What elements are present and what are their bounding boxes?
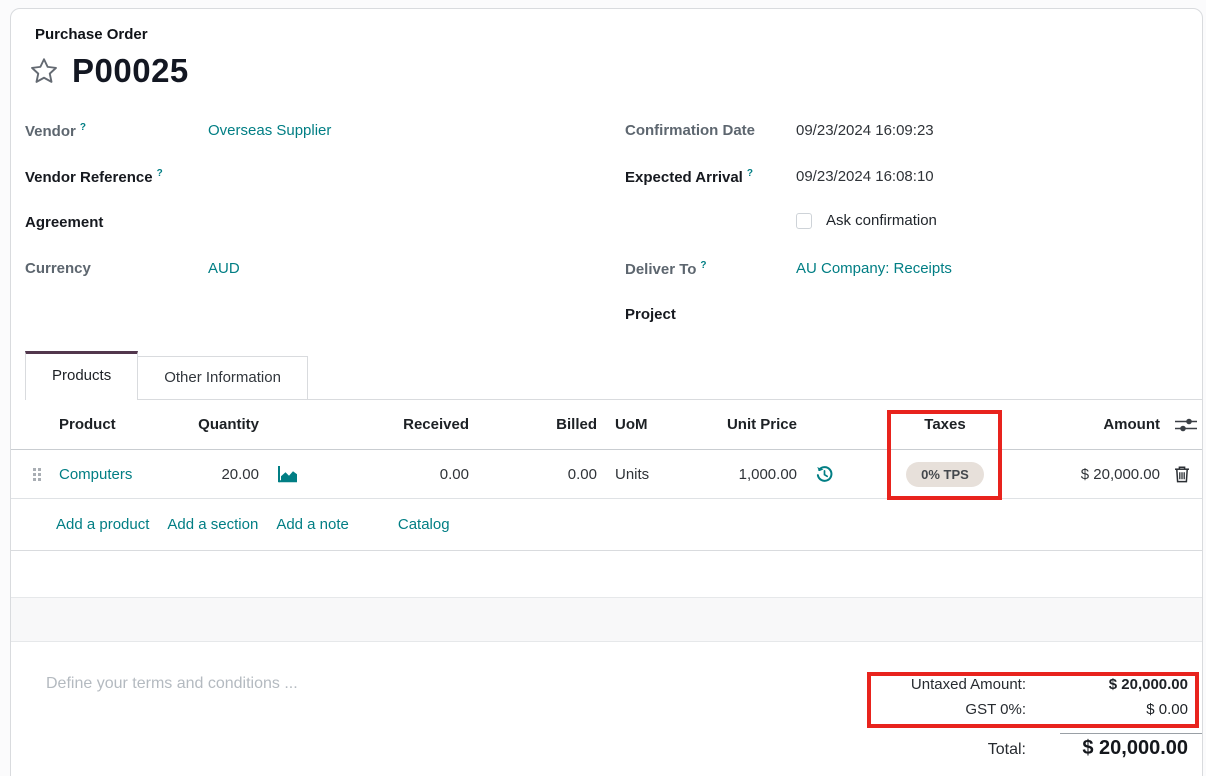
column-header-product[interactable]: Product xyxy=(59,416,116,433)
field-row-project: Project xyxy=(625,304,1178,350)
deliver-to-label: Deliver To? xyxy=(625,260,707,278)
total-value: $ 20,000.00 xyxy=(1082,737,1188,759)
total-label: Total: xyxy=(987,741,1026,758)
field-row-vendor-reference: Vendor Reference? xyxy=(25,166,561,212)
confirmation-date-value[interactable]: 09/23/2024 16:09:23 xyxy=(796,122,934,139)
bottom-section: Define your terms and conditions ... Unt… xyxy=(11,642,1202,760)
field-row-currency: Currency AUD xyxy=(25,258,561,304)
vendor-reference-label: Vendor Reference? xyxy=(25,168,163,186)
purchase-order-sheet: Purchase Order P00025 Vendor? Overseas S… xyxy=(10,8,1203,776)
terms-placeholder[interactable]: Define your terms and conditions ... xyxy=(46,675,298,692)
catalog-link[interactable]: Catalog xyxy=(397,516,450,533)
totals-block: Untaxed Amount: $ 20,000.00 GST 0%: $ 0.… xyxy=(858,673,1202,760)
expected-arrival-label: Expected Arrival? xyxy=(625,168,753,186)
tax-badge[interactable]: 0% TPS xyxy=(906,461,984,487)
untaxed-amount-label: Untaxed Amount: xyxy=(910,676,1026,693)
title-row: P00025 xyxy=(25,52,1178,90)
history-icon[interactable] xyxy=(799,465,839,484)
delete-icon[interactable] xyxy=(1162,465,1204,483)
page-title[interactable]: P00025 xyxy=(72,52,189,89)
tab-other-information[interactable]: Other Information xyxy=(138,356,308,399)
taxes-cell: 0% TPS xyxy=(839,461,1029,487)
field-row-vendor: Vendor? Overseas Supplier xyxy=(25,120,561,166)
help-icon[interactable]: ? xyxy=(746,168,753,179)
column-header-amount[interactable]: Amount xyxy=(1103,416,1160,433)
ask-confirmation-spacer xyxy=(625,212,796,214)
column-header-uom[interactable]: UoM xyxy=(615,416,648,433)
amount-cell: $ 20,000.00 xyxy=(1080,465,1160,483)
field-row-ask-confirmation: Ask confirmation xyxy=(625,212,1178,258)
empty-row xyxy=(11,551,1202,597)
uom-cell[interactable]: Units xyxy=(615,465,650,483)
untaxed-amount-row: Untaxed Amount: $ 20,000.00 xyxy=(858,676,1188,701)
help-icon[interactable]: ? xyxy=(79,122,86,133)
deliver-to-value[interactable]: AU Company: Receipts xyxy=(796,260,952,277)
favorite-star-icon[interactable] xyxy=(29,56,59,86)
currency-label: Currency xyxy=(25,260,91,277)
untaxed-amount-value: $ 20,000.00 xyxy=(1108,676,1188,693)
quantity-cell[interactable]: 20.00 xyxy=(221,465,259,483)
help-icon[interactable]: ? xyxy=(700,260,707,271)
tab-products[interactable]: Products xyxy=(25,351,139,400)
order-line-row[interactable]: Computers 20.00 0.00 0.00 Units 1,000.00… xyxy=(11,450,1202,499)
total-separator xyxy=(1060,733,1202,734)
ask-confirmation-checkbox[interactable] xyxy=(796,213,812,229)
forecast-chart-icon[interactable] xyxy=(261,465,306,483)
column-header-quantity[interactable]: Quantity xyxy=(198,416,259,433)
order-lines-header-row: Product Quantity Received Billed UoM Uni… xyxy=(11,400,1202,450)
field-row-deliver-to: Deliver To? AU Company: Receipts xyxy=(625,258,1178,304)
field-row-expected-arrival: Expected Arrival? 09/23/2024 16:08:10 xyxy=(625,166,1178,212)
notebook-tabs: Products Other Information xyxy=(25,350,1202,400)
add-note-link[interactable]: Add a note xyxy=(276,516,349,533)
expected-arrival-value[interactable]: 09/23/2024 16:08:10 xyxy=(796,168,934,185)
field-row-agreement: Agreement xyxy=(25,212,561,258)
unit-price-cell[interactable]: 1,000.00 xyxy=(738,465,797,483)
doc-type-label: Purchase Order xyxy=(35,26,148,43)
column-header-billed[interactable]: Billed xyxy=(556,416,597,433)
list-footer-links: Add a product Add a section Add a note C… xyxy=(11,499,1202,551)
column-header-received[interactable]: Received xyxy=(403,416,469,433)
fields-left-column: Vendor? Overseas Supplier Vendor Referen… xyxy=(25,120,561,350)
currency-value[interactable]: AUD xyxy=(208,260,240,277)
add-product-link[interactable]: Add a product xyxy=(56,516,150,533)
received-cell[interactable]: 0.00 xyxy=(439,465,469,483)
drag-handle-icon[interactable] xyxy=(11,467,49,481)
total-row: Total: $ 20,000.00 xyxy=(858,737,1188,760)
agreement-label: Agreement xyxy=(25,214,104,231)
field-row-confirmation-date: Confirmation Date 09/23/2024 16:09:23 xyxy=(625,120,1178,166)
help-icon[interactable]: ? xyxy=(156,168,163,179)
gst-value: $ 0.00 xyxy=(1146,701,1188,718)
column-header-taxes[interactable]: Taxes xyxy=(924,416,966,433)
billed-cell[interactable]: 0.00 xyxy=(567,465,597,483)
column-header-unit-price[interactable]: Unit Price xyxy=(726,416,797,433)
list-footer-band xyxy=(11,597,1202,642)
fields-right-column: Confirmation Date 09/23/2024 16:09:23 Ex… xyxy=(625,120,1178,350)
vendor-label: Vendor? xyxy=(25,122,86,140)
project-label: Project xyxy=(625,306,676,323)
gst-label: GST 0%: xyxy=(965,701,1026,718)
add-section-link[interactable]: Add a section xyxy=(167,516,259,533)
fields-grid: Vendor? Overseas Supplier Vendor Referen… xyxy=(25,120,1178,350)
confirmation-date-label: Confirmation Date xyxy=(625,122,756,139)
form-header-section: Purchase Order P00025 Vendor? Overseas S… xyxy=(11,9,1202,350)
gst-row: GST 0%: $ 0.00 xyxy=(858,701,1188,726)
optional-columns-icon[interactable] xyxy=(1162,417,1204,433)
product-cell[interactable]: Computers xyxy=(59,465,133,483)
vendor-value[interactable]: Overseas Supplier xyxy=(208,122,332,139)
ask-confirmation-label[interactable]: Ask confirmation xyxy=(826,212,937,229)
